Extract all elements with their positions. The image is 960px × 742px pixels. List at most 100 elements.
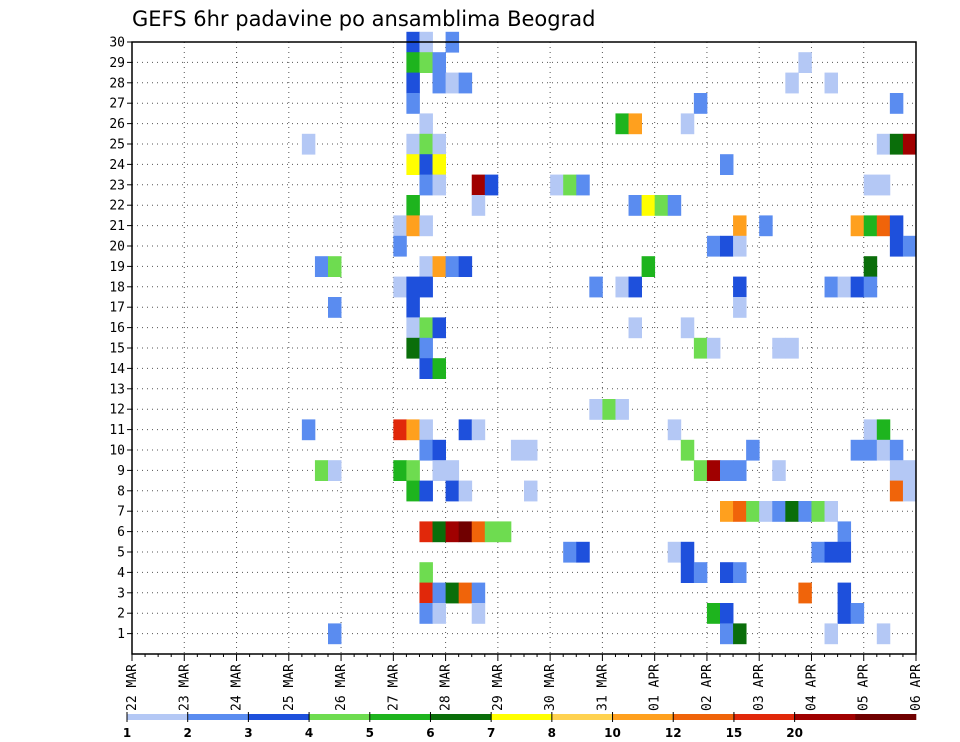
heatmap-cell <box>720 562 734 583</box>
y-tick-label: 10 <box>109 444 125 459</box>
heatmap-cell <box>563 541 577 563</box>
heatmap-cell <box>589 276 603 298</box>
legend-label: 8 <box>548 726 556 740</box>
heatmap-cell <box>615 399 629 420</box>
heatmap-cell <box>328 623 342 645</box>
y-axis: 1234567891011121314151617181920212223242… <box>109 36 132 642</box>
heatmap-cell <box>432 582 446 604</box>
heatmap-cell <box>798 52 812 73</box>
heatmap-cell <box>876 419 891 441</box>
y-tick-label: 27 <box>109 97 125 112</box>
x-tick-label: 27 MAR <box>386 664 401 711</box>
heatmap-cell <box>720 154 734 175</box>
y-tick-label: 9 <box>117 464 125 479</box>
heatmap-cell <box>824 276 838 298</box>
legend-swatch <box>369 714 431 720</box>
heatmap-cell <box>706 337 721 359</box>
heatmap-cell <box>837 276 852 298</box>
heatmap-cell <box>693 93 708 114</box>
heatmap-cell <box>667 419 682 441</box>
y-tick-label: 6 <box>117 525 125 540</box>
y-tick-label: 30 <box>109 36 125 51</box>
legend-label: 15 <box>726 726 743 740</box>
heatmap-cell <box>615 113 629 135</box>
heatmap-cell <box>850 215 865 237</box>
x-tick-label: 03 APR <box>752 664 767 711</box>
heatmap-cell <box>432 460 446 481</box>
heatmap-cell <box>432 154 446 175</box>
heatmap-cell <box>445 521 460 543</box>
heatmap-cell <box>445 72 460 94</box>
legend-label: 2 <box>184 726 192 740</box>
heatmap-cell <box>406 419 420 441</box>
heatmap-cell <box>406 52 420 73</box>
heatmap-cell <box>824 72 838 94</box>
y-tick-label: 5 <box>117 546 125 561</box>
heatmap-cell <box>798 501 812 522</box>
legend-swatch <box>127 714 188 720</box>
heatmap-cell <box>419 113 433 135</box>
heatmap-cell <box>314 256 329 277</box>
heatmap-cell <box>510 439 525 461</box>
legend-label: 12 <box>665 726 682 740</box>
x-tick-label: 29 MAR <box>491 664 506 711</box>
x-tick-label: 25 MAR <box>282 664 297 711</box>
heatmap-cell <box>902 460 917 481</box>
heatmap-cell <box>889 93 904 114</box>
y-tick-label: 29 <box>109 56 125 71</box>
heatmap-cell <box>419 439 433 461</box>
y-tick-label: 22 <box>109 199 125 214</box>
heatmap-cell <box>419 154 433 175</box>
heatmap-cell <box>393 235 407 257</box>
y-tick-label: 23 <box>109 178 125 193</box>
heatmap-cell <box>628 113 642 135</box>
y-tick-label: 18 <box>109 280 125 295</box>
y-tick-label: 14 <box>109 362 125 377</box>
heatmap-cell <box>863 276 878 298</box>
legend-swatch <box>673 714 735 720</box>
heatmap-cell <box>680 113 695 135</box>
heatmap-cell <box>693 562 708 583</box>
heatmap-cell <box>876 133 891 155</box>
heatmap-cell <box>889 439 904 461</box>
heatmap-cell <box>902 235 917 257</box>
heatmap-cell <box>680 317 695 339</box>
heatmap-cell <box>733 297 747 318</box>
heatmap-cell <box>393 460 407 481</box>
heatmap-cell <box>863 174 878 196</box>
heatmap-cell <box>785 72 799 94</box>
heatmap-cell <box>811 541 825 563</box>
heatmap-cell <box>432 52 446 73</box>
x-tick-label: 04 APR <box>804 664 819 711</box>
chart-title: GEFS 6hr padavine po ansamblima Beograd <box>132 7 595 31</box>
heatmap-cell <box>497 521 512 543</box>
heatmap-cell <box>406 276 420 298</box>
x-axis: 22 MAR 23 MAR 24 MAR 25 MAR 26 MAR 27 MAR 28 M… <box>125 654 924 711</box>
y-tick-label: 13 <box>109 382 125 397</box>
heatmap-cell <box>419 337 433 359</box>
heatmap-cell <box>863 256 878 277</box>
heatmap-cell <box>419 133 433 155</box>
heatmap-cell <box>563 174 577 196</box>
heatmap-cell <box>889 460 904 481</box>
heatmap-cell <box>406 480 420 502</box>
y-tick-label: 25 <box>109 138 125 153</box>
heatmap-cell <box>458 256 473 277</box>
heatmap-cell <box>524 439 538 461</box>
heatmap-cell <box>458 72 473 94</box>
heatmap-cell <box>641 256 656 277</box>
heatmap-cell <box>445 582 460 604</box>
y-tick-label: 16 <box>109 321 125 336</box>
heatmap-cell <box>550 174 564 196</box>
x-tick-label: 02 APR <box>700 664 715 711</box>
y-tick-label: 11 <box>109 423 125 438</box>
heatmap-cell <box>837 521 852 543</box>
x-tick-label: 28 MAR <box>439 664 454 711</box>
y-tick-label: 12 <box>109 403 125 418</box>
y-tick-label: 21 <box>109 219 125 234</box>
heatmap-cell <box>889 235 904 257</box>
heatmap-cell <box>471 582 486 604</box>
heatmap-cell <box>406 337 420 359</box>
heatmap-cell <box>720 501 734 522</box>
